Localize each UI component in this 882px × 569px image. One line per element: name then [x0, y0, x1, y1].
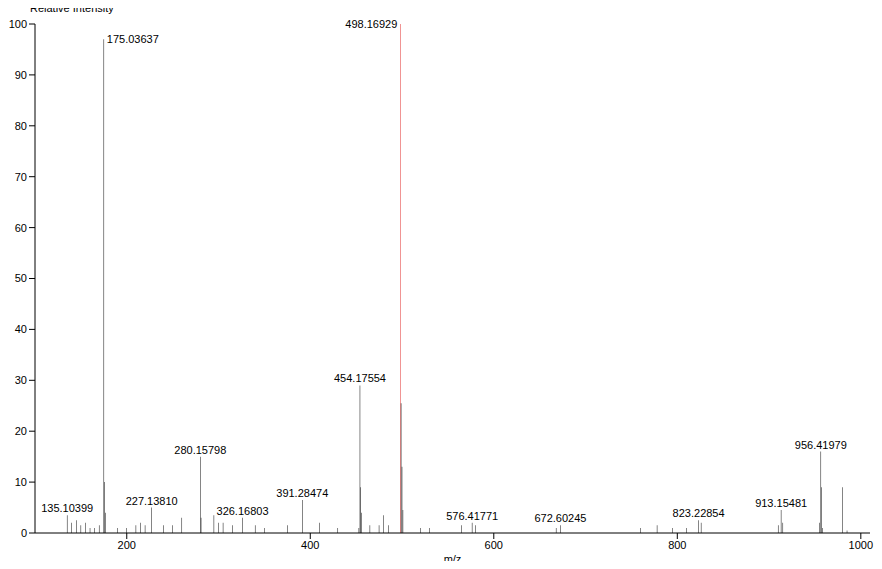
- svg-text:80: 80: [15, 120, 27, 132]
- svg-text:800: 800: [668, 539, 686, 551]
- svg-text:454.17554: 454.17554: [334, 372, 386, 384]
- svg-text:200: 200: [118, 539, 136, 551]
- svg-text:280.15798: 280.15798: [174, 444, 226, 456]
- svg-text:40: 40: [15, 323, 27, 335]
- svg-text:498.16929: 498.16929: [345, 18, 397, 30]
- svg-text:30: 30: [15, 374, 27, 386]
- svg-text:175.03637: 175.03637: [107, 33, 159, 45]
- svg-text:1000: 1000: [849, 539, 873, 551]
- svg-text:227.13810: 227.13810: [126, 495, 178, 507]
- svg-text:20: 20: [15, 425, 27, 437]
- svg-text:70: 70: [15, 171, 27, 183]
- svg-text:0: 0: [21, 527, 27, 539]
- svg-text:956.41979: 956.41979: [795, 439, 847, 451]
- svg-text:391.28474: 391.28474: [276, 487, 328, 499]
- svg-text:400: 400: [301, 539, 319, 551]
- svg-text:326.16803: 326.16803: [217, 505, 269, 517]
- svg-text:10: 10: [15, 476, 27, 488]
- svg-text:90: 90: [15, 69, 27, 81]
- svg-text:576.41771: 576.41771: [446, 510, 498, 522]
- svg-text:913.15481: 913.15481: [755, 497, 807, 509]
- svg-text:50: 50: [15, 272, 27, 284]
- svg-text:m/z: m/z: [444, 553, 462, 561]
- svg-text:600: 600: [485, 539, 503, 551]
- svg-text:823.22854: 823.22854: [673, 507, 725, 519]
- svg-text:672.60245: 672.60245: [534, 512, 586, 524]
- html-text:Relative Intensity: Relative Intensity: [30, 2, 114, 14]
- svg-text:135.10399: 135.10399: [41, 502, 93, 514]
- svg-text:60: 60: [15, 222, 27, 234]
- svg-text:100: 100: [9, 18, 27, 30]
